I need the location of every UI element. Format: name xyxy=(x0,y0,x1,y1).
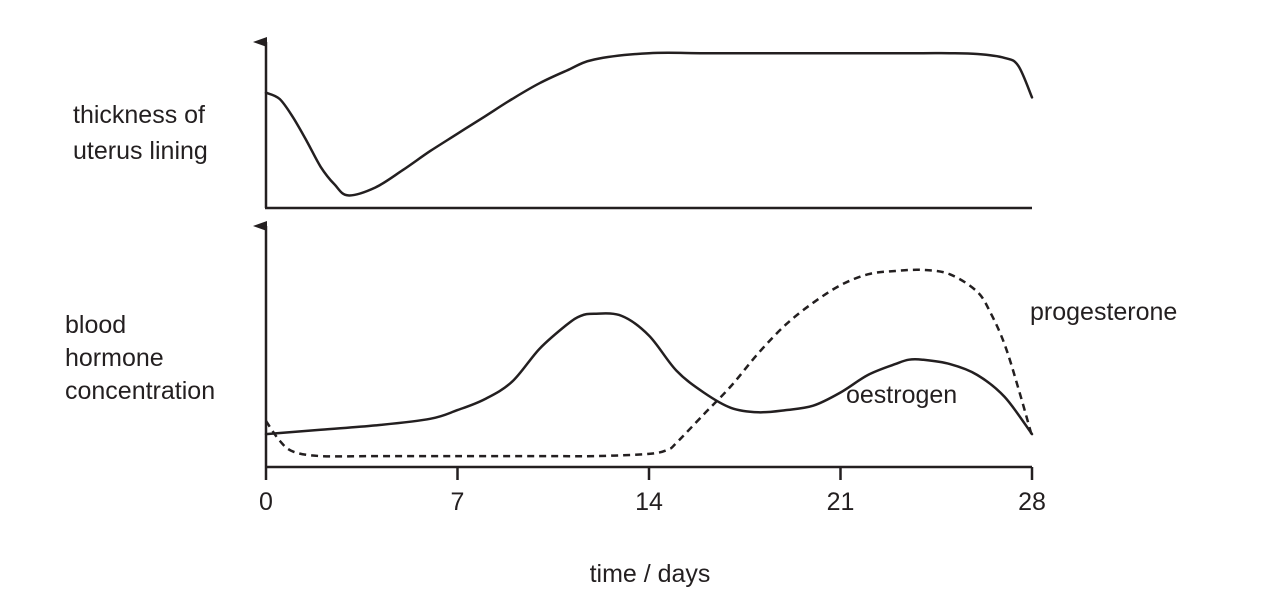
uterus-lining-series-line xyxy=(264,51,1034,197)
oestrogen-series-label: oestrogen xyxy=(846,381,957,409)
hormone-y-label-line2: hormone xyxy=(65,344,164,372)
hormone-panel: blood hormone concentration progesterone… xyxy=(65,221,1177,588)
progesterone-series-label: progesterone xyxy=(1030,298,1177,326)
x-tick-label-0: 0 xyxy=(259,488,273,516)
x-axis-label: time / days xyxy=(590,560,711,588)
x-tick-label-21: 21 xyxy=(827,488,855,516)
uterus-y-label-line2: uterus lining xyxy=(73,137,208,165)
progesterone-series-line xyxy=(264,268,1034,458)
uterus-y-label: thickness of uterus lining xyxy=(73,101,212,165)
x-tick-group: 0 7 14 21 28 xyxy=(259,467,1046,516)
hormone-y-label: blood hormone concentration xyxy=(65,311,215,405)
uterus-y-label-line1: thickness of xyxy=(73,101,205,129)
uterus-lining-panel: thickness of uterus lining xyxy=(73,37,1034,210)
x-tick-label-28: 28 xyxy=(1018,488,1046,516)
hormone-y-label-line1: blood xyxy=(65,311,126,339)
hormone-y-label-line3: concentration xyxy=(65,377,215,405)
x-tick-label-14: 14 xyxy=(635,488,663,516)
x-tick-label-7: 7 xyxy=(451,488,465,516)
oestrogen-series-line xyxy=(264,312,1034,436)
